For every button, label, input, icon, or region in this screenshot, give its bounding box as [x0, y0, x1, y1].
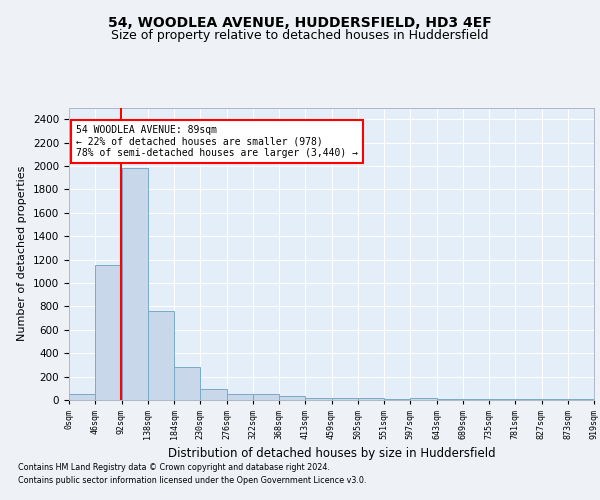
Bar: [121, 168, 148, 400]
Bar: [227, 394, 253, 400]
Bar: [253, 394, 279, 400]
Bar: [174, 366, 200, 400]
Bar: [331, 398, 358, 400]
Text: Contains public sector information licensed under the Open Government Licence v3: Contains public sector information licen…: [18, 476, 367, 485]
Text: Size of property relative to detached houses in Huddersfield: Size of property relative to detached ho…: [111, 29, 489, 42]
Bar: [279, 396, 305, 400]
X-axis label: Distribution of detached houses by size in Huddersfield: Distribution of detached houses by size …: [167, 448, 496, 460]
Bar: [358, 398, 384, 400]
Text: 54, WOODLEA AVENUE, HUDDERSFIELD, HD3 4EF: 54, WOODLEA AVENUE, HUDDERSFIELD, HD3 4E…: [108, 16, 492, 30]
Bar: [515, 399, 542, 400]
Bar: [305, 398, 331, 400]
Bar: [437, 399, 463, 400]
Bar: [410, 398, 437, 400]
Bar: [489, 399, 515, 400]
Bar: [463, 399, 489, 400]
Bar: [542, 399, 568, 400]
Bar: [568, 399, 594, 400]
Bar: [95, 266, 121, 400]
Bar: [200, 389, 227, 400]
Bar: [384, 399, 410, 400]
Text: 54 WOODLEA AVENUE: 89sqm
← 22% of detached houses are smaller (978)
78% of semi-: 54 WOODLEA AVENUE: 89sqm ← 22% of detach…: [76, 125, 358, 158]
Bar: [148, 311, 174, 400]
Text: Contains HM Land Registry data © Crown copyright and database right 2024.: Contains HM Land Registry data © Crown c…: [18, 462, 330, 471]
Bar: [69, 394, 95, 400]
Y-axis label: Number of detached properties: Number of detached properties: [17, 166, 28, 342]
